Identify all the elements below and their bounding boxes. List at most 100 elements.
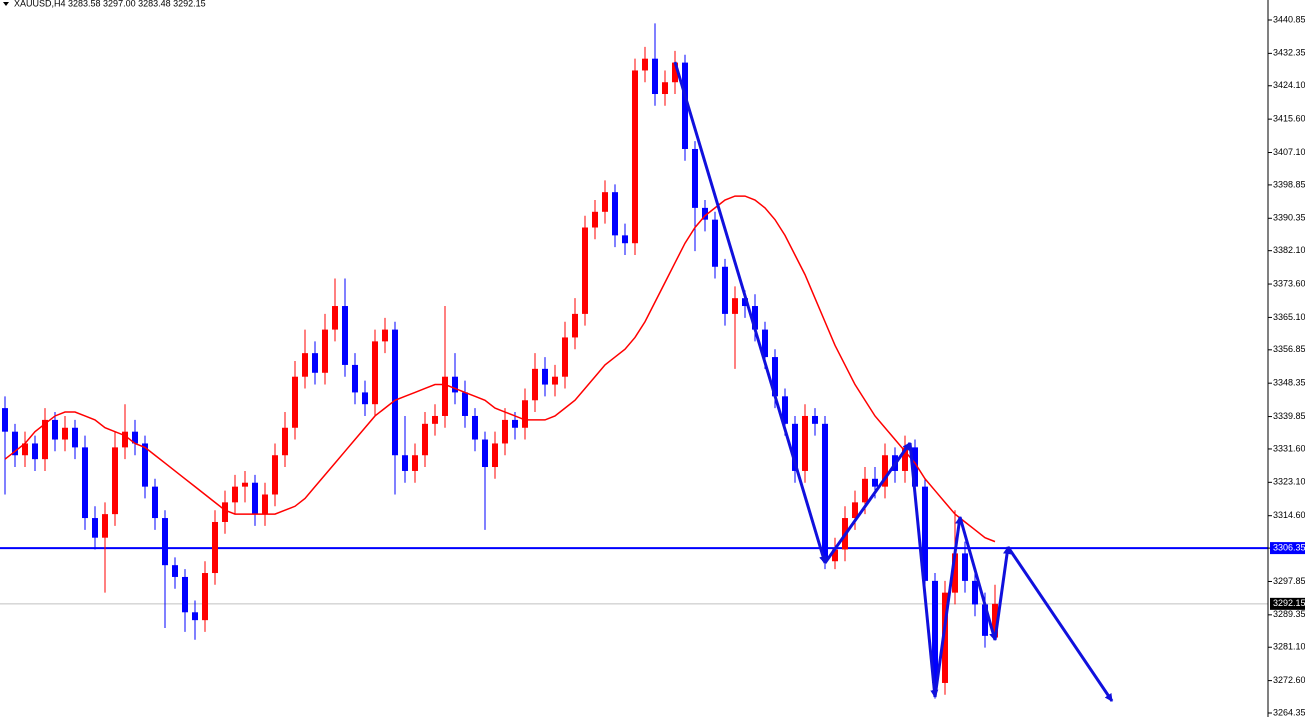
candle-body — [422, 423, 428, 456]
candle-body — [202, 573, 208, 621]
candle-body — [972, 580, 978, 605]
candle-body — [192, 612, 198, 621]
candle-body — [852, 502, 858, 519]
candle-body — [572, 313, 578, 338]
candle-body — [362, 392, 368, 405]
candle-body — [442, 376, 448, 416]
title-icon — [3, 2, 9, 6]
chart-title: XAUUSD,H4 3283.58 3297.00 3283.48 3292.1… — [14, 0, 206, 8]
candle-body — [612, 192, 618, 236]
candle-body — [462, 392, 468, 416]
candle-body — [212, 521, 218, 574]
candle-body — [282, 427, 288, 456]
candle-body — [732, 298, 738, 314]
candle-body — [702, 207, 708, 220]
candle-body — [682, 62, 688, 149]
candle-body — [762, 329, 768, 358]
candle-body — [392, 329, 398, 456]
candle-body — [62, 427, 68, 440]
trend-arrows — [673, 61, 1114, 702]
moving-average — [4, 195, 996, 543]
candle-body — [532, 368, 538, 401]
candle-body — [992, 603, 998, 638]
y-tick-label: 3390.35 — [1273, 213, 1305, 223]
candle-body — [352, 364, 358, 393]
arrow — [993, 546, 1011, 641]
y-tick-label: 3339.85 — [1273, 411, 1305, 421]
candle-body — [802, 415, 808, 471]
candle-body — [722, 266, 728, 314]
candle-body — [22, 443, 28, 456]
y-tick-label: 3281.10 — [1273, 642, 1305, 652]
candle-body — [672, 62, 678, 83]
candle-body — [292, 376, 298, 428]
y-tick-label: 3264.35 — [1273, 707, 1305, 717]
candle-body — [82, 447, 88, 519]
y-tick-label: 3297.85 — [1273, 576, 1305, 586]
candle-body — [922, 486, 928, 581]
arrow — [1006, 546, 1114, 702]
candle-body — [432, 415, 438, 424]
y-tick-label: 3356.85 — [1273, 344, 1305, 354]
candle-body — [742, 298, 748, 307]
candle-body — [832, 549, 838, 562]
y-tick-label: 3407.10 — [1273, 147, 1305, 157]
candle-body — [182, 576, 188, 613]
candle-body — [92, 518, 98, 538]
candle-body — [222, 502, 228, 522]
candle-body — [602, 192, 608, 212]
candle-body — [402, 455, 408, 471]
candle-body — [122, 431, 128, 448]
candle-body — [632, 70, 638, 244]
candle-body — [822, 423, 828, 562]
candle-body — [862, 478, 868, 503]
candle-body — [162, 518, 168, 566]
y-tick-label: 3331.60 — [1273, 443, 1305, 453]
y-tick-label: 3415.60 — [1273, 114, 1305, 124]
candle-body — [372, 341, 378, 405]
candle-body — [52, 419, 58, 440]
candle-body — [382, 329, 388, 342]
y-tick-label: 3373.60 — [1273, 278, 1305, 288]
candle-body — [232, 486, 238, 503]
candle-body — [622, 235, 628, 244]
candle-body — [332, 306, 338, 330]
arrow — [933, 516, 963, 698]
candle-body — [32, 443, 38, 460]
arrow — [908, 442, 939, 698]
candle-body — [542, 368, 548, 385]
candle-body — [2, 408, 8, 432]
candle-body — [502, 419, 508, 444]
candle-body — [782, 396, 788, 424]
y-tick-label: 3432.35 — [1273, 48, 1305, 58]
price-label-box — [1270, 542, 1305, 555]
candle-body — [642, 58, 648, 71]
candle-body — [882, 455, 888, 487]
arrow — [823, 442, 912, 564]
candle-body — [412, 455, 418, 471]
y-tick-label: 3323.10 — [1273, 477, 1305, 487]
candle-body — [712, 219, 718, 267]
candle-body — [952, 553, 958, 593]
candle-body — [812, 415, 818, 424]
candle-body — [172, 565, 178, 577]
candle-body — [492, 443, 498, 468]
candle-body — [752, 306, 758, 330]
candle-body — [42, 419, 48, 460]
arrow — [958, 516, 997, 641]
y-tick-label: 3289.35 — [1273, 609, 1305, 619]
candle-body — [652, 58, 658, 95]
plot-area — [0, 23, 1268, 699]
candle-body — [962, 553, 968, 581]
candle-body — [872, 478, 878, 487]
y-tick-label: 3440.85 — [1273, 14, 1305, 24]
candle-body — [322, 329, 328, 373]
candle-body — [132, 431, 138, 444]
candle-body — [302, 353, 308, 377]
candle-body — [772, 357, 778, 397]
y-tick-label: 3398.85 — [1273, 179, 1305, 189]
y-tick-label: 3365.10 — [1273, 312, 1305, 322]
candle-body — [932, 580, 938, 683]
